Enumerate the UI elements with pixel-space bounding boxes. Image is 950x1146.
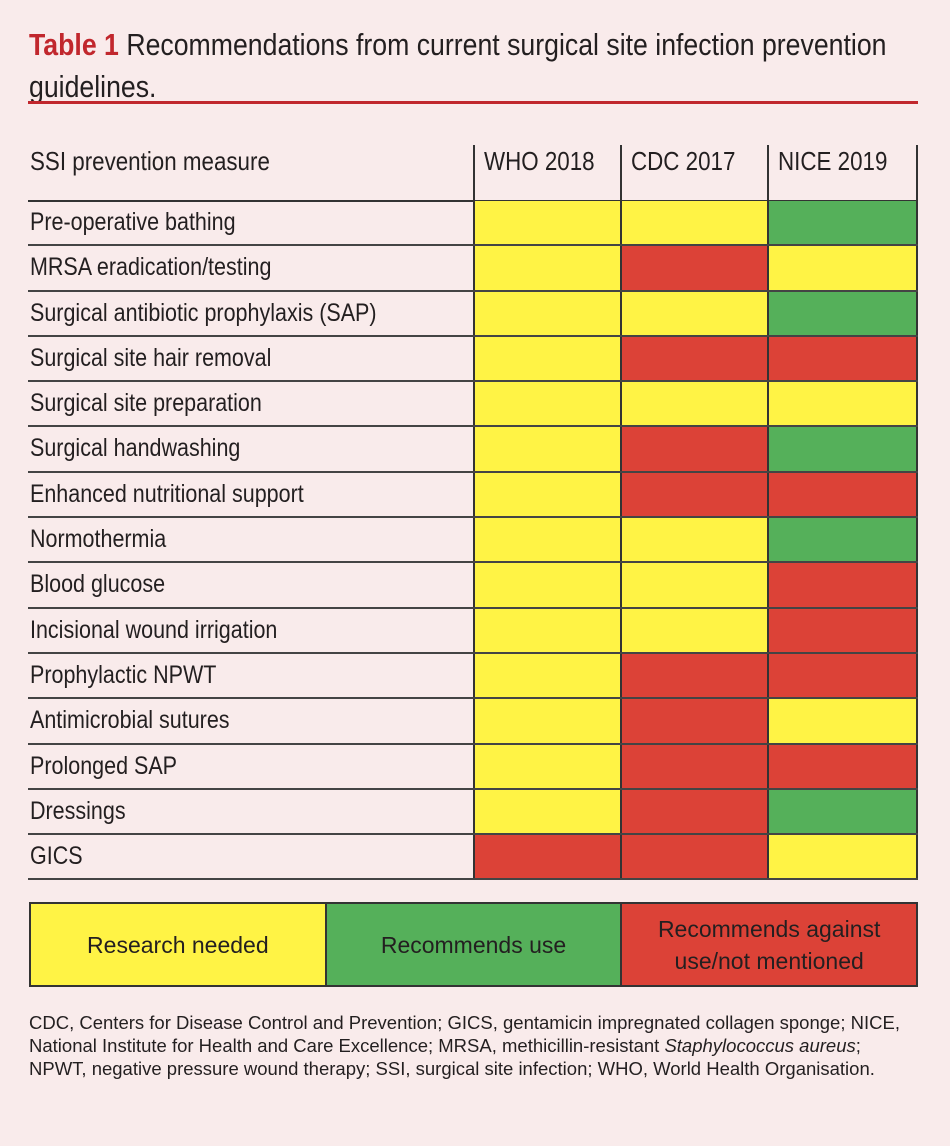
rating-cell	[620, 246, 767, 290]
measure-name: Incisional wound irrigation	[30, 615, 278, 644]
rating-cell	[473, 563, 620, 607]
rating-cell	[620, 427, 767, 471]
rating-cell	[473, 835, 620, 879]
title-divider	[28, 101, 918, 104]
rating-cell	[767, 835, 918, 879]
measure-name: Antimicrobial sutures	[30, 706, 230, 735]
footnote-italic: Staphylococcus aureus	[664, 1035, 856, 1056]
measure-name: Prolonged SAP	[30, 751, 178, 780]
measure-name: GICS	[30, 842, 83, 871]
rating-cell	[473, 382, 620, 426]
rating-cell	[473, 744, 620, 788]
rating-cell	[767, 744, 918, 788]
measure-name: Pre-operative bathing	[30, 208, 236, 236]
header-cdc: CDC 2017	[620, 145, 767, 200]
measure-name: Normothermia	[30, 525, 167, 554]
rating-cell	[767, 563, 918, 607]
rating-cell	[620, 789, 767, 834]
rating-cell	[767, 427, 918, 471]
rating-cell	[473, 789, 620, 834]
rating-cell	[620, 699, 767, 743]
rating-cell	[767, 608, 918, 652]
measure-name: Blood glucose	[30, 570, 166, 599]
legend-item: Recommends use	[324, 904, 621, 985]
measure-name: Surgical site preparation	[30, 389, 262, 418]
rating-cell	[473, 201, 620, 245]
measure-name: Surgical antibiotic prophylaxis (SAP)	[30, 298, 377, 327]
rating-cell	[767, 382, 918, 426]
table-row: MRSA eradication/testing	[28, 246, 918, 292]
measure-name: MRSA eradication/testing	[30, 253, 272, 282]
footnote: CDC, Centers for Disease Control and Pre…	[29, 1011, 919, 1080]
rating-cell	[620, 336, 767, 381]
table-row: Prophylactic NPWT	[28, 653, 918, 700]
legend: Research needed Recommends use Recommends …	[29, 902, 918, 987]
rating-cell	[767, 472, 918, 517]
measure-name: Enhanced nutritional support	[30, 479, 304, 508]
table-row: Pre-operative bathing	[28, 201, 918, 247]
measure-name: Dressings	[30, 796, 126, 825]
rating-cell	[767, 246, 918, 290]
header-nice: NICE 2019	[767, 145, 918, 200]
rating-cell	[620, 201, 767, 245]
table-row: Surgical handwashing	[28, 427, 918, 473]
rating-cell	[767, 291, 918, 335]
rating-cell	[473, 608, 620, 652]
rating-cell	[620, 653, 767, 698]
table-row: Surgical antibiotic prophylaxis (SAP)	[28, 291, 918, 337]
table-row: Normothermia	[28, 518, 918, 564]
legend-item: Research needed	[31, 904, 325, 985]
rating-cell	[620, 744, 767, 788]
rating-cell	[473, 246, 620, 290]
rating-cell	[473, 336, 620, 381]
rating-cell	[620, 835, 767, 879]
measure-name: Surgical site hair removal	[30, 343, 272, 372]
rating-cell	[473, 653, 620, 698]
rating-cell	[767, 699, 918, 743]
legend-item: Recommends against use/not mentioned	[620, 904, 917, 985]
rating-cell	[767, 789, 918, 834]
rating-cell	[767, 518, 918, 562]
rating-cell	[620, 472, 767, 517]
table-row: Surgical site hair removal	[28, 336, 918, 383]
rating-cell	[473, 427, 620, 471]
rating-cell	[473, 699, 620, 743]
rating-cell	[620, 382, 767, 426]
rating-cell	[473, 472, 620, 517]
table-label: Table 1	[29, 27, 119, 62]
rating-cell	[620, 291, 767, 335]
table-row: Antimicrobial sutures	[28, 699, 918, 745]
table-row: Surgical site preparation	[28, 382, 918, 428]
table-header: SSI prevention measure WHO 2018 CDC 2017…	[28, 145, 918, 202]
table-body: Pre-operative bathing MRSA eradication/te…	[28, 201, 918, 881]
header-who: WHO 2018	[473, 145, 620, 200]
measure-name: Prophylactic NPWT	[30, 660, 217, 689]
rating-cell	[620, 518, 767, 562]
rating-cell	[767, 201, 918, 245]
table-row: Blood glucose	[28, 563, 918, 609]
table-row: GICS	[28, 835, 918, 881]
table-row: Enhanced nutritional support	[28, 472, 918, 519]
rating-cell	[473, 291, 620, 335]
footnote-text-end: ; NPWT, negative pressure wound therapy;…	[29, 1035, 875, 1079]
rating-cell	[620, 608, 767, 652]
footnote-text: CDC, Centers for Disease Control and Pre…	[29, 1012, 900, 1056]
measure-name: Surgical handwashing	[30, 434, 241, 463]
table-row: Prolonged SAP	[28, 744, 918, 790]
table-title: Recommendations from current surgical si…	[29, 27, 887, 104]
rating-cell	[767, 336, 918, 381]
rating-cell	[620, 563, 767, 607]
header-measure: SSI prevention measure	[30, 146, 270, 176]
rating-cell	[767, 653, 918, 698]
table-caption: Table 1 Recommendations from current sur…	[29, 24, 950, 108]
rating-cell	[473, 518, 620, 562]
table-row: Dressings	[28, 789, 918, 836]
table-row: Incisional wound irrigation	[28, 608, 918, 654]
